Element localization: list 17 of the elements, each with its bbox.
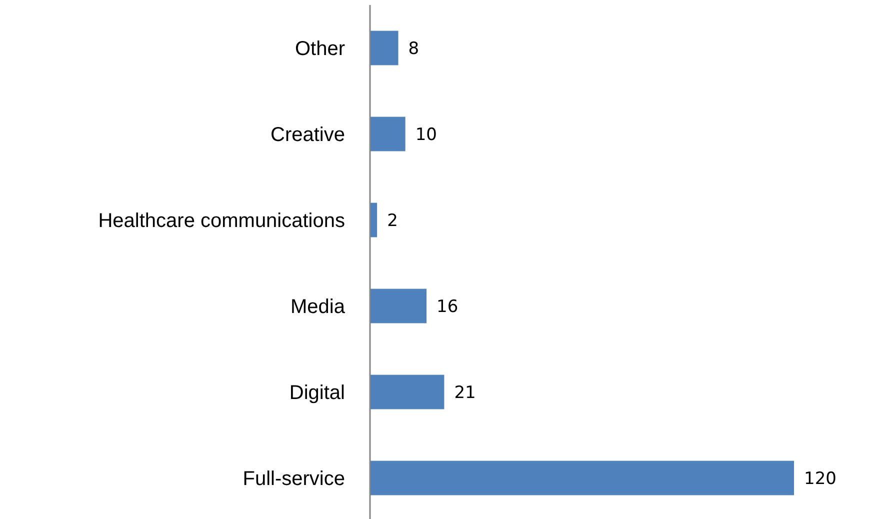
data-label: 21: [454, 383, 476, 403]
bar: [370, 116, 406, 152]
bar: [370, 288, 427, 324]
data-label: 2: [387, 211, 398, 231]
y-tick-label: Digital: [289, 382, 345, 404]
data-label: 16: [436, 297, 458, 317]
y-tick-label: Media: [290, 296, 346, 318]
y-tick-label: Full-service: [242, 468, 345, 490]
data-label: 8: [408, 39, 420, 59]
data-label: 120: [804, 469, 836, 489]
y-tick-label: Healthcare communications: [98, 210, 345, 232]
y-tick-label: Creative: [270, 124, 345, 146]
bar: [370, 460, 794, 496]
bar: [370, 30, 398, 66]
data-label: 10: [415, 125, 437, 145]
y-tick-label: Other: [294, 38, 346, 60]
bar: [370, 374, 444, 410]
